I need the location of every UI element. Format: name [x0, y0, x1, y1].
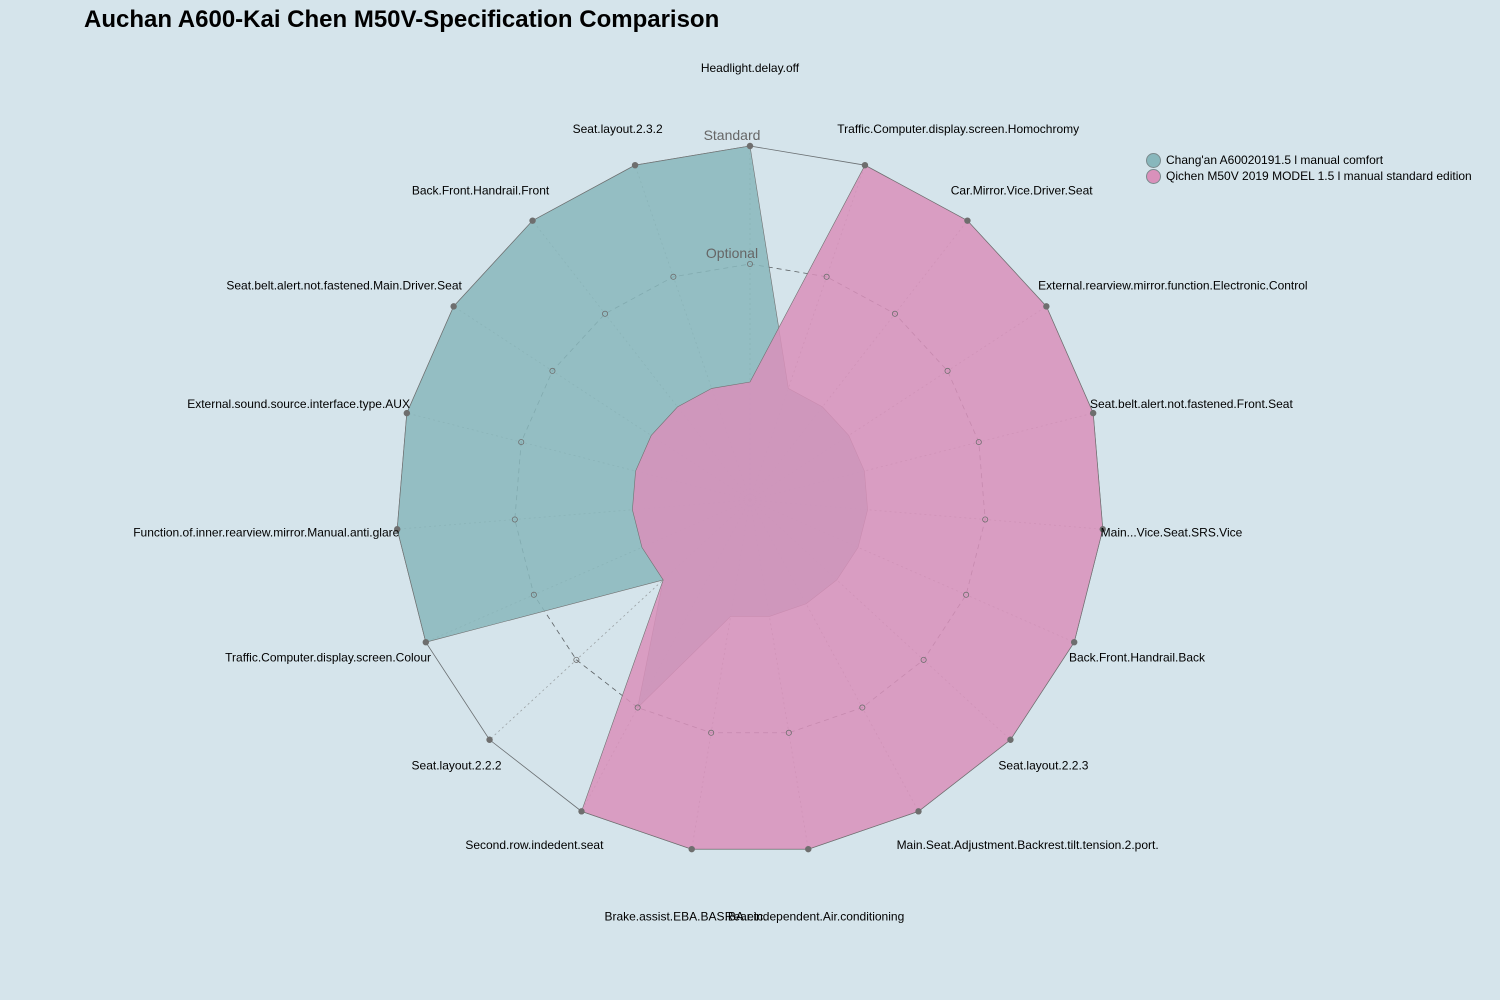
data-point-standard: [422, 639, 430, 646]
legend-item-series-1[interactable]: Chang'an A60020191.5 l manual comfort: [1146, 152, 1472, 168]
axis-label: External.rearview.mirror.function.Electr…: [1038, 279, 1307, 293]
data-point-optional: [982, 516, 989, 523]
axis-label: Brake.assist.EBA.BAS.BA.etc.: [604, 910, 766, 924]
axis-label: Main...Vice.Seat.SRS.Vice: [1101, 525, 1243, 539]
legend-label: Chang'an A60020191.5 l manual comfort: [1166, 153, 1384, 167]
data-point-optional: [518, 439, 525, 446]
data-point-standard: [688, 845, 695, 853]
data-point-standard: [450, 303, 457, 310]
data-point-standard: [746, 142, 754, 150]
data-point-optional: [634, 704, 641, 711]
axis-label: Traffic.Computer.display.screen.Homochro…: [837, 122, 1079, 136]
data-point-optional: [530, 591, 537, 598]
axis-label: Back.Front.Handrail.Front: [412, 184, 550, 198]
data-point-standard: [403, 409, 411, 417]
axis-label: Headlight.delay.off: [701, 61, 800, 75]
data-point-optional: [708, 729, 715, 736]
axis-label: External.sound.source.interface.type.AUX: [187, 397, 410, 411]
level-label-standard: Standard: [704, 127, 761, 143]
series-layer: [396, 145, 1104, 850]
axis-label: Second.row.indedent.seat: [465, 838, 604, 852]
axis-label: Seat.layout.2.2.2: [412, 758, 502, 772]
data-point-standard: [1007, 736, 1014, 743]
label-layer: Optional Standard Headlight.delay.off Traff…: [133, 61, 1307, 924]
data-point-optional: [602, 310, 609, 317]
legend-label: Qichen M50V 2019 MODEL 1.5 l manual stan…: [1166, 169, 1472, 183]
data-point-standard: [529, 217, 536, 224]
axis-label: Rear.independent.Air.conditioning: [725, 910, 904, 924]
data-point-optional: [944, 367, 951, 374]
data-point-optional: [891, 310, 898, 317]
axis-label: Seat.layout.2.2.3: [998, 758, 1088, 772]
chart-title: Auchan A600-Kai Chen M50V-Specification …: [84, 6, 720, 33]
data-point-standard: [578, 808, 585, 815]
series-area-2: [581, 164, 1104, 850]
legend-swatch: [1146, 168, 1161, 184]
legend-swatch: [1146, 152, 1161, 168]
level-label-optional: Optional: [706, 245, 758, 261]
data-point-optional: [573, 656, 580, 663]
axis-label: Traffic.Computer.display.screen.Colour: [225, 650, 431, 664]
point-layer: [394, 142, 1106, 853]
data-point-optional: [549, 367, 556, 374]
data-point-optional: [670, 273, 677, 280]
data-point-optional: [920, 656, 927, 663]
data-point-optional: [859, 704, 866, 711]
axis-label: Back.Front.Handrail.Back: [1069, 650, 1206, 664]
data-point-standard: [915, 808, 922, 815]
data-point-standard: [1043, 303, 1050, 310]
axis-label: Function.of.inner.rearview.mirror.Manual…: [133, 525, 399, 539]
data-point-optional: [511, 516, 518, 523]
data-point-standard: [964, 217, 971, 224]
axis-label: Seat.belt.alert.not.fastened.Main.Driver…: [226, 279, 462, 293]
data-point-standard: [1099, 526, 1106, 533]
data-point-standard: [394, 526, 401, 533]
data-point-optional: [975, 439, 982, 446]
axis-label: Seat.belt.alert.not.fastened.Front.Seat: [1090, 397, 1293, 411]
data-point-optional: [963, 591, 970, 598]
axis-label: Main.Seat.Adjustment.Backrest.tilt.tensi…: [897, 838, 1159, 852]
data-point-standard: [861, 161, 869, 169]
data-point-standard: [805, 845, 812, 853]
data-point-optional: [785, 729, 792, 736]
legend-item-series-2[interactable]: Qichen M50V 2019 MODEL 1.5 l manual stan…: [1146, 168, 1472, 184]
data-point-standard: [631, 161, 639, 169]
axis-label: Seat.layout.2.3.2: [573, 122, 663, 136]
grid-spoke: [489, 499, 751, 741]
axis-label: Car.Mirror.Vice.Driver.Seat: [951, 184, 1093, 198]
data-point-standard: [1070, 639, 1078, 646]
chart-legend: Chang'an A60020191.5 l manual comfort Qi…: [1146, 152, 1472, 184]
data-point-standard: [1089, 409, 1097, 417]
data-point-optional: [823, 273, 830, 280]
data-point-standard: [486, 736, 493, 743]
data-point-optional: [747, 260, 754, 267]
